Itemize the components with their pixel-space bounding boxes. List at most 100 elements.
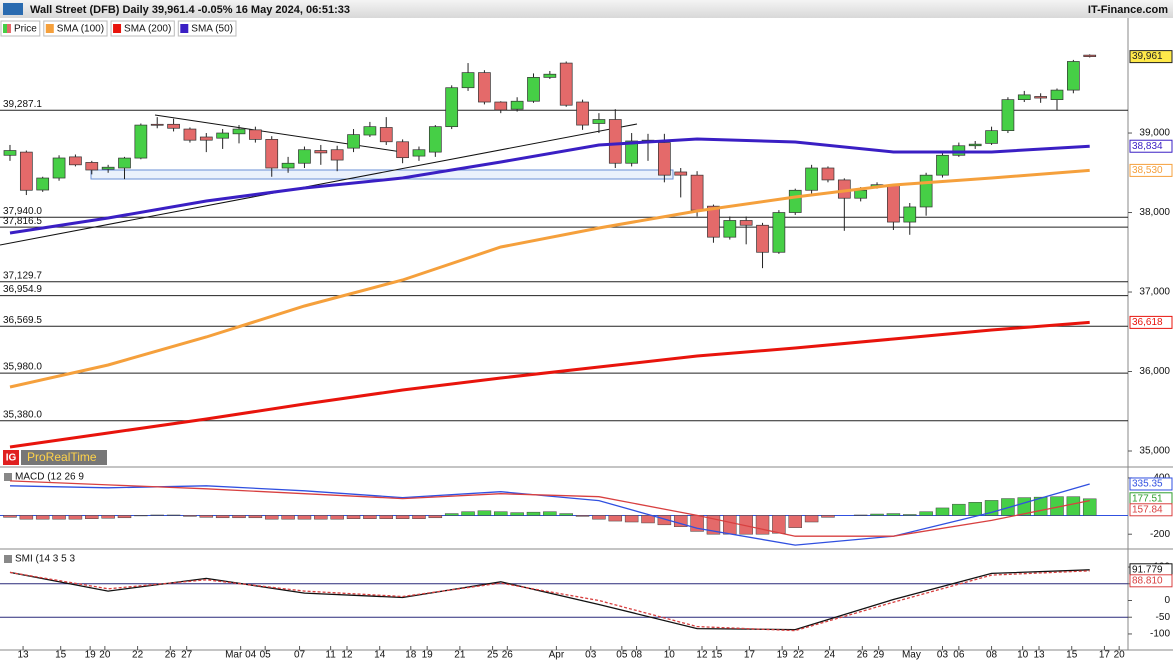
candle-body — [1050, 89, 1064, 100]
histogram-bar — [232, 515, 246, 519]
x-tick-label: 17 — [1099, 650, 1111, 660]
histogram-bar — [199, 515, 214, 518]
candle-body — [658, 142, 671, 176]
level-label: 37,816.5 — [3, 216, 42, 227]
x-tick-label: 12 — [696, 650, 708, 660]
histogram-bar — [673, 515, 688, 527]
last-value-label: 157.84 — [1132, 504, 1163, 515]
legend-swatch — [45, 24, 54, 33]
histogram-bar — [870, 513, 884, 516]
histogram-bar — [281, 515, 295, 520]
x-tick-label: 08 — [631, 650, 643, 660]
last-value-label: 91.779 — [1132, 564, 1163, 575]
series-line — [9, 483, 1090, 546]
histogram-bar — [444, 513, 459, 516]
candle-body — [936, 154, 949, 176]
candle-body — [428, 126, 442, 153]
candle-body — [118, 157, 131, 169]
candle-body — [19, 151, 33, 191]
y-tick-label: 39,000 — [1139, 128, 1170, 139]
legend: Price SMA (100) SMA (200) SMA (50) — [0, 20, 237, 37]
histogram-bar — [903, 514, 917, 516]
x-tick-label: 05 — [260, 650, 272, 660]
candle-body — [412, 149, 426, 157]
x-tick-label: 12 — [341, 650, 353, 660]
histogram-bar — [248, 515, 263, 519]
candle-body — [249, 129, 262, 140]
trend-line — [154, 114, 403, 153]
legend-box — [0, 20, 41, 37]
histogram-bar — [85, 515, 99, 519]
histogram-bar — [35, 515, 50, 520]
x-tick-label: 21 — [454, 650, 466, 660]
legend-label: Price — [14, 24, 37, 35]
series-line — [9, 569, 1090, 631]
legend-swatch — [180, 24, 189, 33]
histogram-bar — [1082, 498, 1097, 516]
logo-mark: IG — [6, 453, 17, 464]
histogram-bar — [935, 507, 950, 516]
candle-body — [576, 101, 589, 126]
last-value-label: 38,530 — [1132, 165, 1163, 176]
histogram-bar — [412, 515, 426, 519]
histogram-bar — [264, 515, 279, 520]
candle-body — [1067, 61, 1080, 91]
histogram-bar — [1066, 496, 1081, 516]
histogram-bar — [772, 515, 786, 534]
x-tick-label: Apr — [549, 650, 565, 660]
histogram-bar — [19, 515, 34, 520]
x-tick-label: 03 — [937, 650, 949, 660]
candle-body — [887, 185, 900, 223]
last-value-label: 39,961 — [1132, 51, 1163, 62]
candle-body — [478, 72, 491, 103]
histogram-bar — [755, 515, 770, 535]
last-value-label: 177.51 — [1132, 493, 1163, 504]
candle-body — [903, 206, 917, 223]
last-value-box — [1129, 139, 1173, 153]
series-line — [9, 168, 1090, 389]
histogram-bar — [395, 515, 410, 519]
candle-body — [625, 140, 638, 164]
candle-body — [183, 128, 197, 141]
trend-line — [0, 123, 638, 246]
histogram-bar — [723, 515, 737, 535]
histogram-bar — [919, 511, 933, 516]
level-label: 36,569.5 — [3, 315, 42, 326]
histogram-bar — [3, 515, 17, 518]
histogram-bar — [183, 515, 197, 517]
header-source: IT-Finance.com — [1088, 4, 1168, 16]
support-zone — [90, 169, 674, 180]
candle-body — [379, 127, 393, 143]
candle-body — [739, 220, 753, 226]
last-value-box — [1129, 315, 1173, 329]
candle-body — [821, 167, 835, 181]
candle-body — [707, 205, 720, 238]
histogram-bar — [428, 515, 443, 519]
x-tick-label: 13 — [1033, 650, 1045, 660]
candle-body — [543, 73, 557, 78]
x-tick-label: 08 — [986, 650, 998, 660]
x-tick-label: 18 — [405, 650, 417, 660]
histogram-bar — [952, 503, 966, 516]
histogram-bar — [526, 511, 541, 516]
legend-swatch — [3, 24, 7, 33]
legend-label: SMA (50) — [191, 24, 233, 35]
candle-body — [150, 123, 164, 126]
x-tick-label: 11 — [325, 650, 336, 660]
candle-body — [674, 171, 688, 176]
x-tick-label: May — [902, 650, 921, 660]
last-value-box — [1129, 477, 1173, 491]
candle-body — [690, 174, 704, 211]
x-tick-label: 15 — [711, 650, 723, 660]
candle-body — [592, 119, 606, 124]
candle-body — [3, 150, 17, 156]
level-label: 39,287.1 — [3, 99, 42, 110]
candle-body — [494, 101, 508, 111]
histogram-bar — [461, 511, 475, 516]
legend-box — [110, 20, 175, 37]
candle-body — [52, 157, 66, 179]
x-tick-label: Mar 04 — [225, 650, 257, 660]
candle-body — [281, 162, 295, 169]
x-tick-label: 27 — [181, 650, 193, 660]
candle-body — [1083, 54, 1097, 57]
